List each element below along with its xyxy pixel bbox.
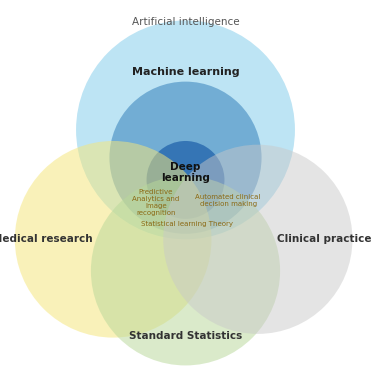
Text: Clinical practice: Clinical practice [278,234,371,244]
Text: Deep
learning: Deep learning [161,162,210,183]
Text: Medical research: Medical research [0,234,93,244]
Text: Statistical learning Theory: Statistical learning Theory [141,221,233,227]
Text: Standard Statistics: Standard Statistics [129,331,242,341]
Circle shape [15,141,211,338]
Circle shape [76,20,295,239]
Text: Artificial intelligence: Artificial intelligence [132,17,239,27]
Circle shape [109,82,262,234]
Text: Machine learning: Machine learning [132,68,239,77]
Circle shape [147,141,224,219]
Text: Automated clinical
decision making: Automated clinical decision making [196,194,261,207]
Circle shape [163,145,352,334]
Circle shape [91,176,280,365]
Text: Predictive
Analytics and
Image
recognition: Predictive Analytics and Image recogniti… [132,189,180,216]
